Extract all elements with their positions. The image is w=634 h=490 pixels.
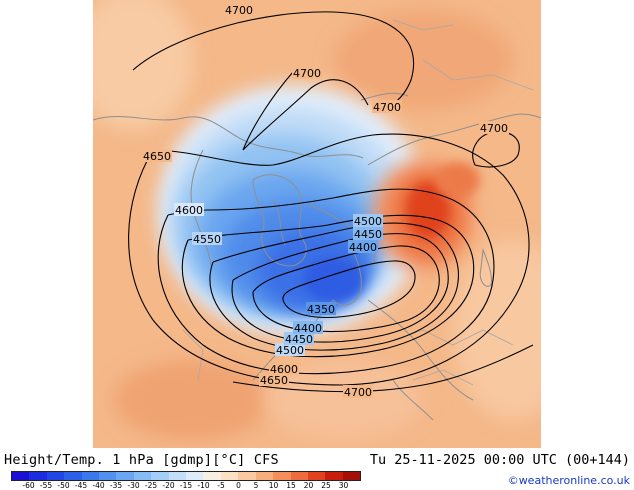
label-4400-bottom: 4400 xyxy=(294,322,322,335)
legend-tick-label: -55 xyxy=(39,481,53,490)
valid-time: Tu 25-11-2025 00:00 UTC (00+144) xyxy=(369,452,630,468)
label-4700-east: 4700 xyxy=(480,122,508,135)
legend-tick-label: 10 xyxy=(268,481,279,490)
legend-tick-label: -5 xyxy=(217,481,225,490)
legend-swatch xyxy=(203,472,221,480)
contour-4650 xyxy=(128,133,530,386)
legend-swatch xyxy=(116,472,134,480)
legend-swatch xyxy=(12,472,30,480)
legend-tick-label: 30 xyxy=(338,481,349,490)
legend-swatch xyxy=(81,472,100,480)
label-4700-mid: 4700 xyxy=(293,67,321,80)
chart-title: Height/Temp. 1 hPa [gdmp][°C] CFS xyxy=(4,452,279,468)
legend-tick-label: -15 xyxy=(179,481,193,490)
legend-swatch xyxy=(220,472,239,480)
legend-tick-label: -40 xyxy=(92,481,105,490)
height-contours xyxy=(128,11,534,393)
legend-tick-label: -30 xyxy=(127,481,140,490)
label-4550-left: 4550 xyxy=(193,233,221,246)
legend-tick-label: -25 xyxy=(144,481,158,490)
contour-4700-east xyxy=(472,131,520,168)
map-canvas: 4700 4700 4700 4700 4700 4650 4650 4600 … xyxy=(93,0,541,448)
label-4450-bottom: 4450 xyxy=(285,333,313,346)
legend-swatch xyxy=(29,472,47,480)
legend-swatch xyxy=(342,472,361,480)
legend-swatch xyxy=(99,472,117,480)
label-4650-left: 4650 xyxy=(143,150,171,163)
legend-tick-label: -10 xyxy=(197,481,210,490)
label-4450-right: 4450 xyxy=(354,228,382,241)
legend-tick-label: 25 xyxy=(321,481,331,490)
legend-swatch xyxy=(325,472,343,480)
contour-4500 xyxy=(209,222,459,351)
legend-swatch xyxy=(238,472,256,480)
legend-tick-label: 0 xyxy=(236,481,241,490)
legend-swatch xyxy=(255,472,274,480)
legend-swatch xyxy=(307,472,326,480)
legend-swatch xyxy=(273,472,291,480)
legend-tick-label: 20 xyxy=(303,481,314,490)
legend-tick-label: -20 xyxy=(162,481,175,490)
contour-4700-outer xyxy=(132,11,415,109)
legend-ticks: -60 -55 -50 -45 -40 -35 -30 -25 -20 -15 -10 -5 0 5 10 1… xyxy=(11,482,361,490)
contour-labels: 4700 4700 4700 4700 4700 4650 4650 4600 … xyxy=(142,3,509,399)
credit-link[interactable]: ©weatheronline.co.uk xyxy=(507,474,630,487)
legend-swatch xyxy=(168,472,187,480)
legend-tick-label: -45 xyxy=(74,481,88,490)
legend-swatch xyxy=(151,472,169,480)
label-4500-right: 4500 xyxy=(354,215,382,228)
legend-swatch xyxy=(186,472,204,480)
legend-tick-label: -50 xyxy=(57,481,70,490)
label-4400-right: 4400 xyxy=(349,241,377,254)
label-4600-left: 4600 xyxy=(175,204,203,217)
coastlines xyxy=(93,92,541,421)
label-4500-bottom: 4500 xyxy=(276,344,304,357)
label-4600-bottom: 4600 xyxy=(270,363,298,376)
label-4650-bottom: 4650 xyxy=(260,374,288,387)
legend-swatch xyxy=(64,472,82,480)
label-4350: 4350 xyxy=(307,303,335,316)
color-legend xyxy=(11,471,361,481)
legend-tick-label: -60 xyxy=(22,481,35,490)
label-4700-top: 4700 xyxy=(225,4,253,17)
contour-4700-inner xyxy=(242,71,369,151)
contour-4450 xyxy=(231,232,449,343)
contour-4550 xyxy=(181,214,475,358)
legend-tick-label: 15 xyxy=(286,481,296,490)
legend-tick-label: -35 xyxy=(109,481,123,490)
map-panel: 4700 4700 4700 4700 4700 4650 4650 4600 … xyxy=(93,0,541,448)
contour-4600 xyxy=(157,188,495,375)
label-4700-asia: 4700 xyxy=(373,101,401,114)
contour-4350 xyxy=(282,260,416,318)
legend-swatch xyxy=(290,472,308,480)
contour-4700-bottom xyxy=(232,344,534,393)
legend-swatch xyxy=(133,472,152,480)
label-4700-bottom: 4700 xyxy=(344,386,372,399)
legend-tick-label: 5 xyxy=(253,481,259,490)
legend-swatch xyxy=(46,472,65,480)
